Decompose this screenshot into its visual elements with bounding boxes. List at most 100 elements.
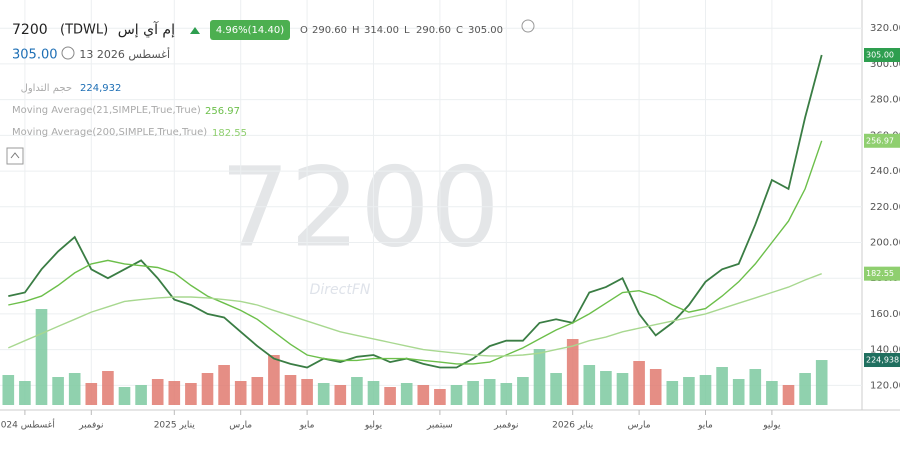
- volume-bar: [417, 385, 430, 405]
- brand: DirectFN: [310, 282, 371, 298]
- ohlc-value: 290.60: [416, 25, 451, 36]
- volume-bar: [168, 381, 181, 405]
- volume-bar: [633, 361, 645, 405]
- collapse-icon: [10, 152, 20, 159]
- volume-bar: [19, 381, 31, 405]
- price-marker-label: 182.55: [866, 269, 894, 278]
- up-arrow: [190, 27, 200, 34]
- x-tick-label: يوليو: [762, 421, 781, 431]
- ohlc-key: H: [352, 25, 360, 36]
- volume-bar: [384, 387, 396, 405]
- change: 4.96%(14.40): [216, 25, 284, 36]
- moving-average: [8, 140, 823, 365]
- y-tick-label: 120.00: [870, 380, 900, 391]
- volume-bar: [517, 377, 529, 405]
- volume-bar: [234, 381, 247, 405]
- volume-bar: [118, 387, 131, 405]
- ma21-value: 256.97: [205, 106, 240, 117]
- y-tick-label: 280.00: [870, 95, 900, 106]
- volume-bar: [467, 381, 479, 405]
- x-tick-label: مارس: [628, 421, 651, 431]
- x-tick-label: يناير 2026: [552, 421, 594, 431]
- settings-icon[interactable]: [521, 19, 535, 33]
- ma200-value: 182.55: [212, 128, 247, 139]
- volume-bar: [699, 375, 712, 405]
- volume-bar: [799, 373, 811, 405]
- y-tick-label: 300.00: [870, 59, 900, 70]
- volume-bar: [732, 379, 745, 405]
- legend-ma200: Moving Average(200,SIMPLE,True,True): [12, 127, 207, 138]
- y-tick-label: 140.00: [870, 345, 900, 356]
- price-marker: [864, 133, 900, 148]
- stock-name: إم آي إس: [118, 21, 175, 38]
- volume-bar: [683, 377, 695, 405]
- x-tick-label: مايو: [697, 421, 713, 431]
- volume-bar: [85, 383, 98, 405]
- price-marker-label: 305.00: [866, 51, 894, 60]
- volume-bar: [666, 381, 679, 405]
- price-marker: [864, 353, 900, 368]
- moving-average: [8, 273, 822, 357]
- volume-bar: [284, 375, 297, 405]
- volume-bar: [68, 373, 81, 405]
- x-tick-label: نوفمبر: [78, 421, 103, 431]
- ohlc-value: 305.00: [468, 25, 503, 36]
- volume-bar: [317, 383, 330, 405]
- price-marker: [864, 266, 900, 281]
- y-tick-label: 240.00: [870, 166, 900, 177]
- volume-bar: [434, 389, 446, 405]
- price-marker-label: 224,938: [866, 356, 899, 365]
- volume-bar: [716, 367, 728, 405]
- ohlc-key: C: [456, 25, 463, 36]
- volume-bar: [151, 379, 164, 405]
- price-line: [8, 54, 823, 369]
- volume-bar: [550, 373, 562, 405]
- volume-bar: [583, 365, 596, 405]
- collapse-button[interactable]: [6, 147, 24, 165]
- x-tick-label: مايو: [299, 421, 315, 431]
- x-tick-label: يوليو: [364, 421, 383, 431]
- symbol: 7200: [12, 22, 48, 38]
- volume-bar: [450, 385, 463, 405]
- volume-bar: [251, 377, 264, 405]
- volume-bar: [301, 379, 313, 405]
- volume-bar: [649, 369, 662, 405]
- x-tick-label: أغسطس 2024: [0, 419, 55, 431]
- ohlc-value: 290.60: [312, 25, 347, 36]
- y-tick-label: 220.00: [870, 202, 900, 213]
- y-tick-label: 160.00: [870, 309, 900, 320]
- volume-bar: [268, 355, 280, 405]
- volume-bar: [351, 377, 363, 405]
- volume-bar: [52, 377, 64, 405]
- volume-bar: [201, 373, 214, 405]
- volume-bar: [566, 339, 579, 405]
- ohlc-key: L: [404, 25, 410, 36]
- volume-bar: [500, 383, 513, 405]
- volume-bar: [749, 369, 762, 405]
- volume-value: 224,932: [80, 83, 121, 94]
- plot: 120.00140.00160.00180.00200.00220.00240.…: [0, 0, 900, 431]
- price-marker: [864, 48, 900, 62]
- clock-icon: [61, 46, 75, 60]
- ohlc: O 290.60 H 314.00 L 290.60 C 305.00: [300, 25, 503, 36]
- volume-bar: [616, 373, 629, 405]
- volume-label: حجم التداول: [21, 83, 72, 94]
- volume-bar: [533, 349, 546, 405]
- volume-bar: [334, 385, 347, 405]
- y-tick-label: 320.00: [870, 23, 900, 34]
- y-tick-label: 200.00: [870, 238, 900, 249]
- x-tick-label: سبتمبر: [426, 421, 453, 431]
- volume-bar: [35, 309, 48, 405]
- exchange: (TDWL): [60, 23, 108, 38]
- volume-bar: [600, 371, 612, 405]
- x-tick-label: مارس: [229, 421, 252, 431]
- price: 305.00: [12, 48, 58, 63]
- change-badge: [210, 20, 290, 40]
- volume-bar: [400, 383, 413, 405]
- volume-bar: [218, 365, 230, 405]
- ohlc-key: O: [300, 25, 308, 36]
- x-tick-label: نوفمبر: [493, 421, 518, 431]
- date: 13 أغسطس 2026: [79, 47, 170, 61]
- ohlc-value: 314.00: [364, 25, 399, 36]
